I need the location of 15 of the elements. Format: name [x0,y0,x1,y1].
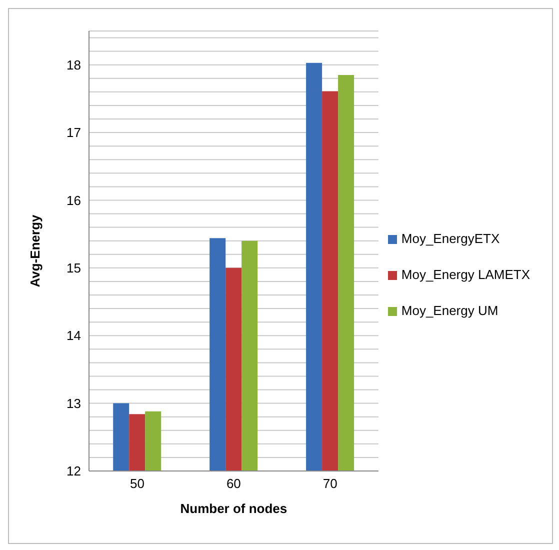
x-tick-label: 70 [322,476,338,492]
y-tick-label: 18 [66,57,81,72]
y-tick-label: 17 [66,125,81,140]
y-tick-label: 14 [66,328,81,344]
x-tick-label: 50 [130,476,144,492]
y-axis-title: Avg-Energy [28,214,43,288]
y-tick-label: 16 [66,192,81,208]
y-tick-label: 12 [66,464,81,479]
y-tick-label: 13 [66,396,81,411]
x-tick-label: 60 [226,476,241,492]
legend-label: Moy_Energy UM [401,303,498,318]
x-axis-title: Number of nodes [180,501,288,516]
legend-label: Moy_Energy LAMETX [401,267,530,282]
y-tick-label: 15 [66,260,81,276]
legend-label: Moy_EnergyETX [401,231,500,246]
